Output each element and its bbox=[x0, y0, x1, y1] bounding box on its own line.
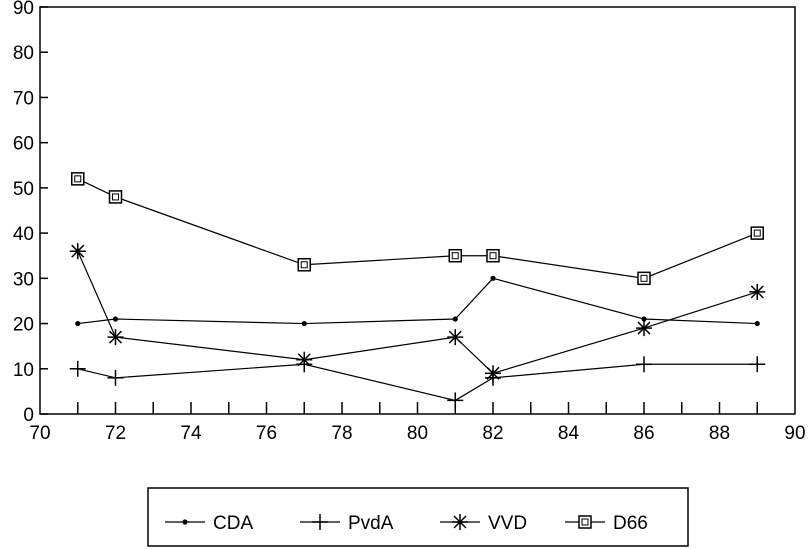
star-marker-d2 bbox=[108, 330, 123, 344]
y-tick-label: 0 bbox=[23, 405, 34, 426]
dot-marker-shape bbox=[301, 320, 307, 327]
data-point-vvd bbox=[107, 329, 124, 346]
x-tick-label: 90 bbox=[784, 423, 805, 444]
square-marker-inner bbox=[581, 518, 589, 526]
data-point-vvd bbox=[485, 365, 501, 382]
square-marker-inner bbox=[74, 175, 82, 183]
data-point-cda bbox=[754, 320, 760, 327]
series-line-vvd bbox=[77, 250, 758, 374]
data-point-pvda bbox=[636, 356, 652, 373]
square-marker-inner bbox=[300, 261, 308, 269]
legend: CDA PvdA VVD D66 bbox=[147, 487, 689, 547]
square-marker-shape bbox=[297, 258, 311, 272]
y-tick-label: 80 bbox=[13, 43, 34, 64]
data-point-pvda bbox=[447, 392, 464, 409]
axes: 0 10 20 30 40 50 60 70 80 90 70 72 74 76 78 80 82 84 86 88 9… bbox=[13, 0, 806, 444]
legend-label-cda: CDA bbox=[213, 513, 253, 534]
square-marker-shape bbox=[750, 226, 764, 240]
data-point-vvd bbox=[447, 329, 464, 346]
star-marker-d2 bbox=[486, 366, 500, 380]
x-tick-label: 74 bbox=[180, 423, 202, 444]
data-point-cda bbox=[490, 275, 496, 281]
dot-marker-shape bbox=[641, 316, 647, 322]
x-tick-label: 72 bbox=[105, 423, 126, 444]
data-point-cda bbox=[641, 316, 647, 322]
dot-marker-shape bbox=[490, 275, 496, 281]
y-tick-label: 60 bbox=[13, 134, 34, 155]
square-marker-shape bbox=[486, 248, 500, 263]
x-tick-label: 88 bbox=[709, 423, 730, 444]
legend-marker-d66 bbox=[578, 515, 592, 529]
square-marker-shape bbox=[578, 515, 592, 529]
data-point-d66 bbox=[448, 248, 462, 263]
square-marker-inner bbox=[753, 229, 761, 237]
data-point-cda bbox=[75, 320, 81, 327]
series-line-pvda bbox=[77, 363, 758, 402]
square-marker-shape bbox=[108, 190, 123, 204]
x-tick-label: 70 bbox=[29, 423, 50, 444]
y-tick-label: 90 bbox=[13, 0, 34, 19]
data-point-d66 bbox=[486, 248, 500, 263]
legend-label-vvd: VVD bbox=[488, 513, 527, 534]
plot-area bbox=[69, 172, 766, 409]
y-tick-label: 50 bbox=[13, 179, 34, 200]
data-point-pvda bbox=[69, 360, 86, 377]
legend-marker-cda bbox=[182, 519, 188, 525]
data-point-d66 bbox=[71, 172, 85, 186]
data-point-d66 bbox=[297, 258, 311, 272]
dot-marker-shape bbox=[182, 519, 188, 525]
x-tick-label: 76 bbox=[256, 423, 277, 444]
legend-marker-vvd bbox=[452, 514, 468, 530]
star-marker-d2 bbox=[750, 285, 764, 299]
data-point-d66 bbox=[637, 271, 651, 286]
legend-label-pvda: PvdA bbox=[348, 513, 394, 534]
legend-label-d66: D66 bbox=[613, 513, 648, 534]
x-tick-label: 82 bbox=[482, 423, 503, 444]
y-tick-label: 20 bbox=[13, 315, 34, 336]
data-point-cda bbox=[452, 316, 458, 322]
y-tick-label: 70 bbox=[13, 88, 34, 109]
series-line-d66 bbox=[77, 178, 758, 279]
star-marker-d2 bbox=[637, 321, 651, 335]
data-point-cda bbox=[112, 316, 119, 322]
data-point-pvda bbox=[749, 356, 766, 373]
dot-marker-shape bbox=[754, 320, 760, 327]
data-point-pvda bbox=[107, 369, 124, 386]
x-tick-label: 86 bbox=[633, 423, 654, 444]
square-marker-shape bbox=[637, 271, 651, 286]
legend-marker-pvda bbox=[312, 514, 328, 530]
dot-marker-shape bbox=[452, 316, 458, 322]
data-point-vvd bbox=[296, 351, 313, 368]
x-tick-label: 84 bbox=[558, 423, 580, 444]
dot-marker-shape bbox=[112, 316, 119, 322]
star-marker-d2 bbox=[71, 244, 85, 258]
star-marker-d2 bbox=[453, 515, 467, 529]
square-marker-inner bbox=[451, 252, 459, 260]
x-tick-label: 80 bbox=[407, 423, 428, 444]
dot-marker-shape bbox=[75, 320, 81, 327]
star-marker-d2 bbox=[297, 353, 311, 367]
data-point-cda bbox=[301, 320, 307, 327]
y-tick-label: 30 bbox=[13, 269, 34, 290]
square-marker-shape bbox=[448, 248, 462, 263]
series-line-cda bbox=[77, 277, 758, 325]
y-tick-label: 40 bbox=[13, 224, 34, 245]
data-point-d66 bbox=[750, 226, 764, 240]
square-marker-inner bbox=[489, 252, 497, 260]
legend-box bbox=[147, 487, 689, 547]
data-point-vvd bbox=[636, 320, 652, 337]
data-point-vvd bbox=[749, 283, 766, 300]
data-point-vvd bbox=[69, 243, 86, 260]
square-marker-shape bbox=[71, 172, 85, 186]
data-point-d66 bbox=[108, 190, 123, 204]
star-marker-d2 bbox=[448, 330, 462, 344]
y-tick-label: 10 bbox=[13, 360, 34, 381]
square-marker-inner bbox=[640, 274, 648, 282]
square-marker-inner bbox=[112, 193, 119, 201]
x-tick-label: 78 bbox=[331, 423, 352, 444]
